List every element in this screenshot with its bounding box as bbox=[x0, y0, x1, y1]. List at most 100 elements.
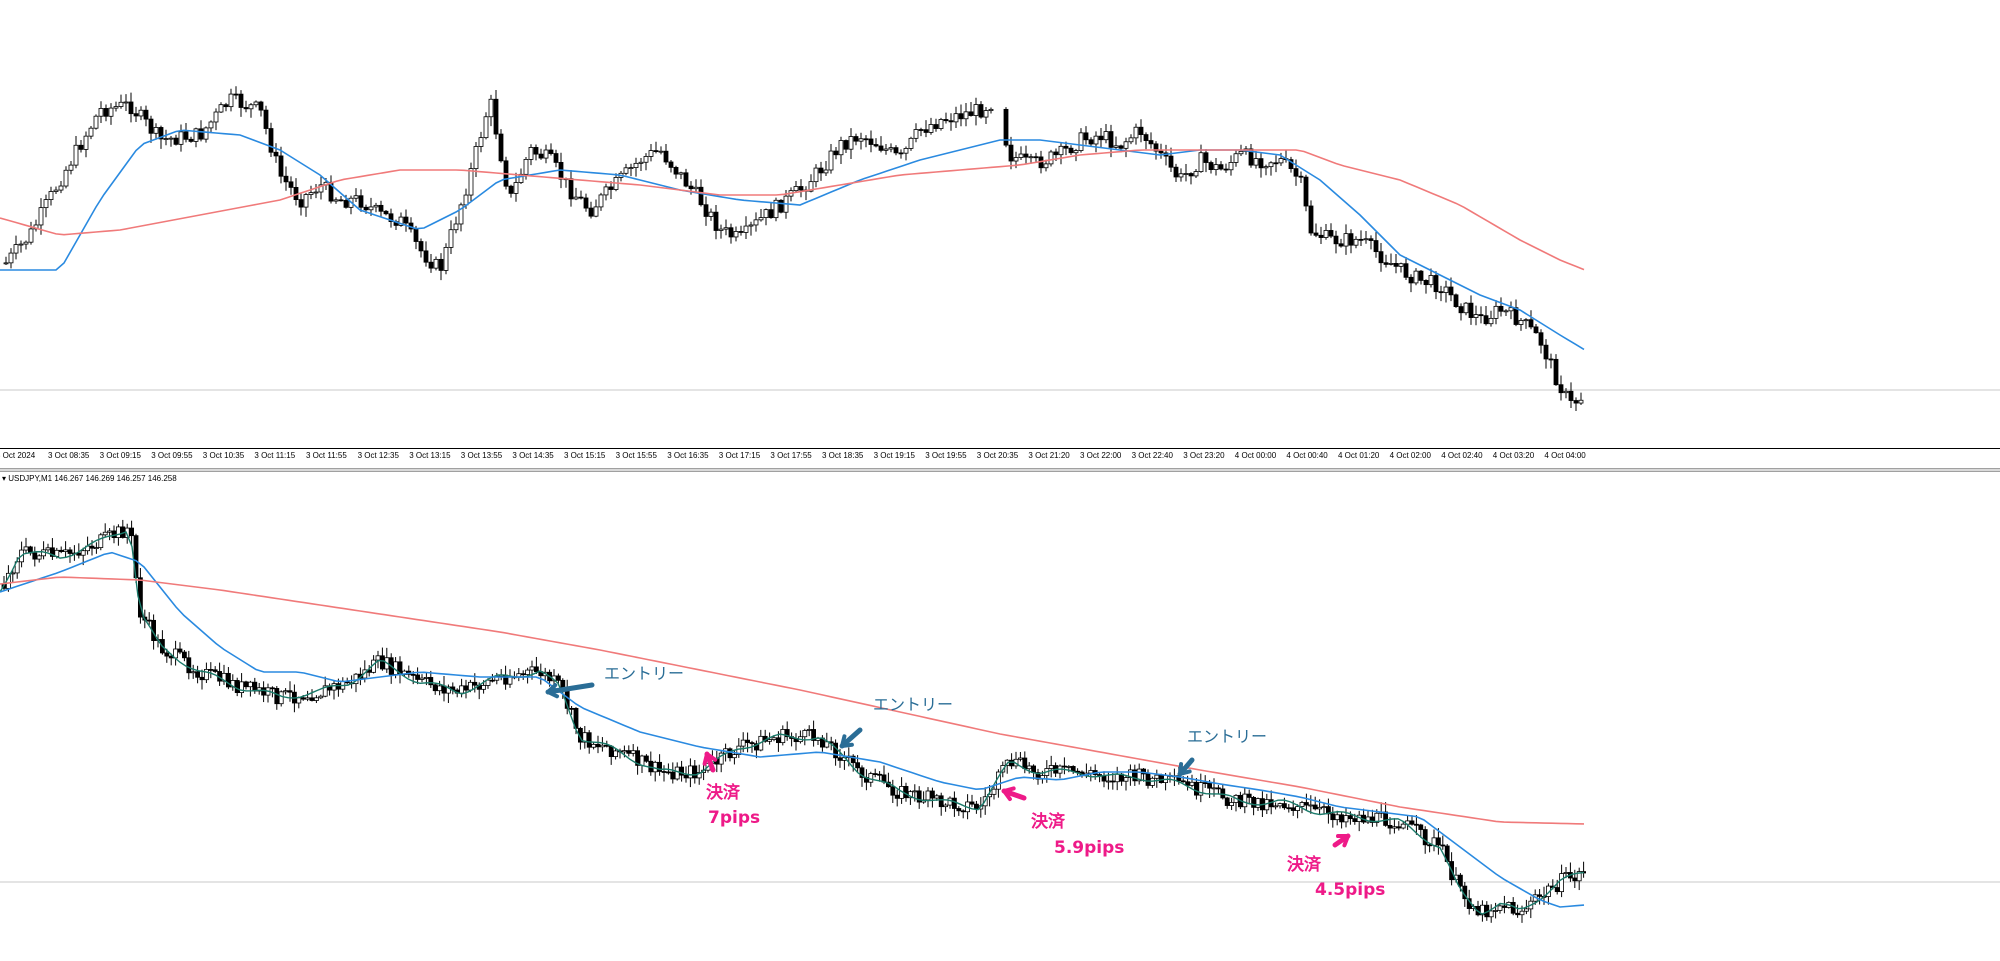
candle bbox=[708, 208, 714, 221]
candle bbox=[1043, 159, 1049, 172]
candle bbox=[1418, 823, 1424, 838]
candle bbox=[978, 101, 984, 119]
time-axis-label: 3 Oct 09:15 bbox=[99, 451, 141, 460]
candle bbox=[1573, 397, 1579, 412]
candle bbox=[78, 140, 84, 153]
candle bbox=[930, 787, 935, 808]
candle bbox=[588, 201, 594, 219]
candle bbox=[1388, 253, 1394, 266]
candle bbox=[375, 650, 381, 669]
candle bbox=[1488, 310, 1494, 327]
time-axis-label: 3 Oct 11:55 bbox=[306, 451, 347, 460]
candle bbox=[947, 796, 953, 809]
candle bbox=[1048, 755, 1054, 778]
candle bbox=[283, 688, 289, 695]
candle bbox=[696, 764, 702, 785]
candle bbox=[239, 673, 245, 698]
candle bbox=[38, 198, 44, 235]
candle bbox=[265, 683, 271, 703]
candle bbox=[234, 677, 240, 697]
candle bbox=[305, 690, 311, 702]
candle bbox=[1568, 382, 1574, 408]
candle bbox=[1062, 757, 1067, 775]
candle bbox=[1356, 810, 1362, 832]
candle bbox=[933, 118, 939, 132]
time-axis-label: 3 Oct 17:15 bbox=[718, 451, 761, 460]
candle bbox=[1343, 807, 1349, 828]
candle bbox=[516, 668, 522, 682]
candle bbox=[1383, 254, 1389, 268]
candle bbox=[1568, 862, 1573, 882]
candle bbox=[703, 196, 709, 226]
candle bbox=[623, 163, 629, 176]
pane-separator[interactable] bbox=[0, 468, 2000, 472]
candle bbox=[1308, 200, 1314, 236]
candle bbox=[128, 92, 134, 123]
candle bbox=[247, 680, 253, 697]
candle bbox=[1396, 821, 1402, 831]
candle bbox=[658, 146, 664, 155]
candle bbox=[818, 161, 824, 181]
lower-chart-pane[interactable]: エントリー エントリー エントリー 決済 7pips 決済 5.9pips 決済 4.5pips… bbox=[0, 472, 2000, 961]
candle bbox=[778, 199, 784, 214]
candle bbox=[50, 538, 55, 560]
candle bbox=[793, 733, 799, 751]
candle bbox=[974, 800, 979, 814]
candle bbox=[1440, 835, 1446, 850]
upper-chart-pane[interactable] bbox=[0, 0, 2000, 448]
candle bbox=[143, 105, 149, 127]
candle bbox=[1136, 763, 1142, 785]
candle bbox=[878, 136, 884, 153]
candle bbox=[1298, 171, 1304, 184]
candle bbox=[1559, 864, 1564, 898]
candle bbox=[1558, 375, 1564, 401]
candle bbox=[923, 120, 929, 138]
candle bbox=[3, 256, 9, 266]
candle bbox=[45, 543, 51, 553]
candle bbox=[1553, 354, 1559, 386]
candle bbox=[353, 188, 359, 202]
candle bbox=[1497, 904, 1503, 914]
candle bbox=[573, 187, 579, 201]
candle bbox=[273, 143, 279, 163]
candle bbox=[753, 212, 759, 232]
candle bbox=[293, 178, 299, 206]
candle bbox=[727, 747, 733, 762]
candle bbox=[823, 160, 829, 176]
upper-price-chart[interactable] bbox=[0, 0, 2000, 448]
time-axis: 3 Oct 2024 3 Oct 08:35 3 Oct 09:15 3 Oct 09… bbox=[0, 448, 2000, 465]
candle bbox=[738, 225, 744, 236]
collapse-triangle-icon[interactable]: ▾ bbox=[2, 474, 7, 483]
candle bbox=[1283, 149, 1289, 163]
candle bbox=[1048, 149, 1054, 167]
candle bbox=[1141, 768, 1146, 782]
candle bbox=[1154, 769, 1160, 788]
candle bbox=[595, 735, 601, 754]
candle bbox=[228, 88, 234, 112]
candle bbox=[628, 163, 634, 177]
candle bbox=[1018, 146, 1024, 160]
candle bbox=[908, 136, 914, 151]
candle bbox=[278, 690, 284, 707]
candle bbox=[688, 758, 693, 788]
slow-moving-average bbox=[0, 149, 1585, 271]
time-axis-label: 4 Oct 01:20 bbox=[1338, 451, 1380, 460]
candle bbox=[1312, 796, 1318, 811]
candle bbox=[898, 149, 904, 159]
candle bbox=[102, 523, 108, 537]
exit-pips-label: 7pips bbox=[708, 808, 760, 828]
candle bbox=[806, 725, 812, 737]
candle bbox=[1334, 810, 1340, 826]
candle bbox=[287, 681, 293, 702]
candle bbox=[1528, 896, 1534, 919]
entry-label: エントリー bbox=[1187, 727, 1267, 746]
fast-moving-average bbox=[0, 551, 1585, 908]
time-axis-label: 3 Oct 22:40 bbox=[1131, 451, 1173, 460]
candle bbox=[1409, 815, 1415, 826]
candle bbox=[1033, 152, 1039, 162]
time-axis-label: 3 Oct 08:35 bbox=[48, 451, 90, 460]
candle bbox=[1251, 796, 1256, 816]
candle bbox=[73, 135, 79, 169]
candle bbox=[1198, 144, 1204, 173]
